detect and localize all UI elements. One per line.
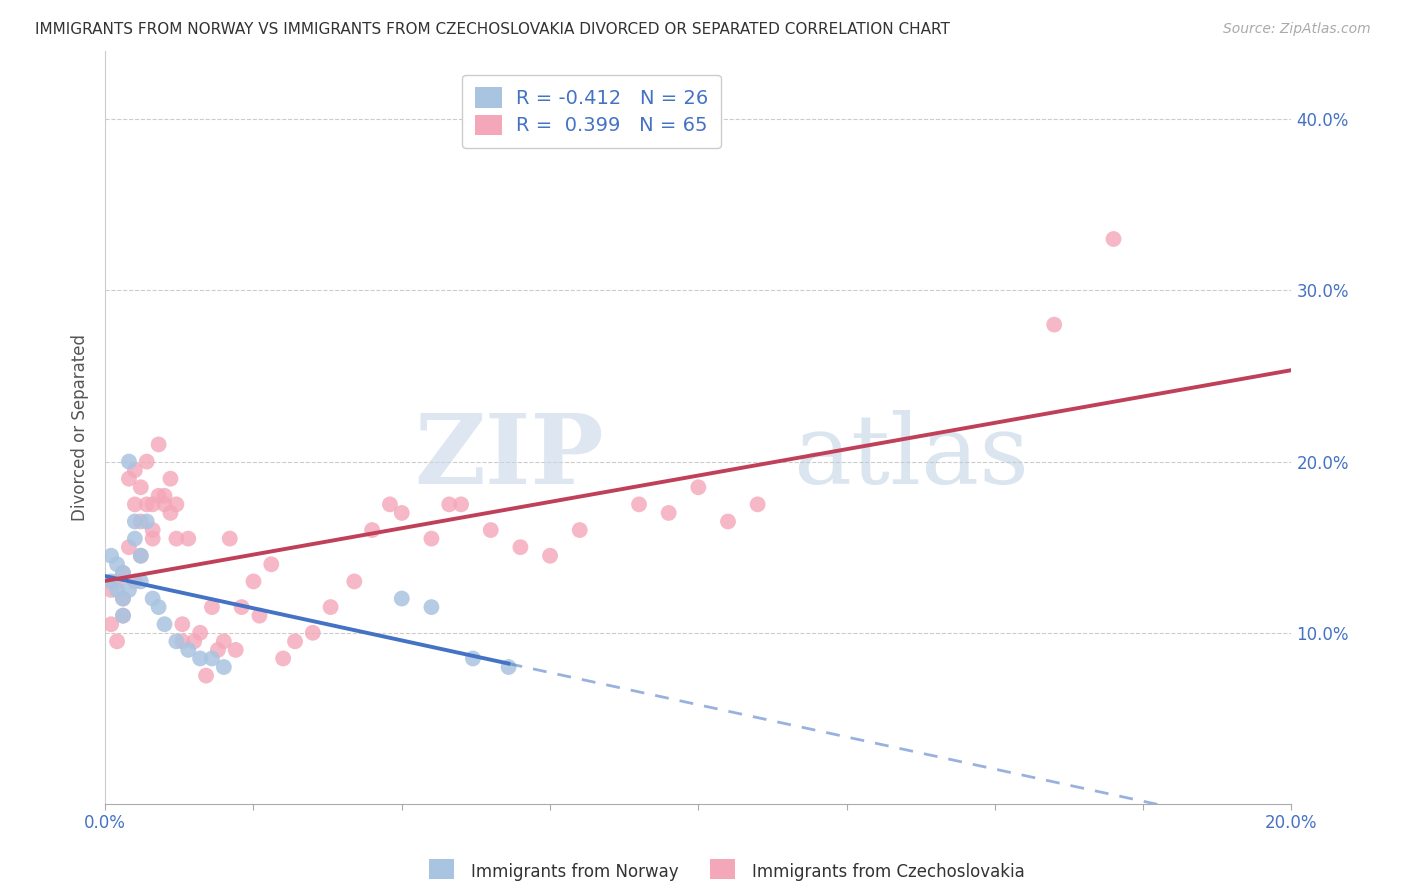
Point (124, 515, 146, 529)
Point (105, 582, 128, 597)
Point (129, 480, 152, 494)
Point (100, 574, 122, 589)
Point (153, 617, 176, 632)
Point (212, 660, 235, 674)
Point (361, 523, 384, 537)
Legend: R = -0.412   N = 26, R =  0.399   N = 65: R = -0.412 N = 26, R = 0.399 N = 65 (463, 75, 721, 148)
Point (218, 532, 240, 546)
Point (142, 523, 165, 537)
Point (172, 617, 194, 632)
Point (249, 608, 271, 623)
Point (188, 651, 211, 665)
Point (284, 634, 307, 648)
Point (461, 651, 484, 665)
Text: Immigrants from Czechoslovakia: Immigrants from Czechoslovakia (752, 863, 1025, 881)
Point (188, 625, 211, 640)
Text: IMMIGRANTS FROM NORWAY VS IMMIGRANTS FROM CZECHOSLOVAKIA DIVORCED OR SEPARATED C: IMMIGRANTS FROM NORWAY VS IMMIGRANTS FRO… (35, 22, 950, 37)
Point (118, 540, 141, 554)
Point (129, 549, 152, 563)
Point (201, 600, 224, 615)
Point (100, 582, 122, 597)
Point (658, 506, 681, 520)
Point (129, 574, 152, 589)
Point (105, 634, 128, 648)
Point (100, 617, 122, 632)
Point (111, 608, 134, 623)
Point (153, 497, 176, 511)
Point (105, 558, 128, 572)
Point (105, 574, 128, 589)
Point (124, 497, 146, 511)
Point (129, 549, 152, 563)
Text: Immigrants from Norway: Immigrants from Norway (471, 863, 679, 881)
Point (439, 497, 461, 511)
Text: ZIP: ZIP (413, 410, 603, 505)
Point (148, 437, 170, 451)
Point (1102, 232, 1125, 246)
Point (135, 497, 157, 511)
Point (148, 600, 170, 615)
Point (135, 454, 157, 468)
Point (124, 574, 146, 589)
Point (111, 608, 134, 623)
Point (177, 532, 200, 546)
Point (118, 472, 141, 486)
Point (100, 549, 122, 563)
Point (177, 643, 200, 657)
Point (111, 591, 134, 606)
Point (135, 515, 157, 529)
Point (225, 643, 247, 657)
Point (165, 497, 187, 511)
Point (129, 515, 152, 529)
Point (201, 651, 224, 665)
Point (343, 574, 366, 589)
Point (118, 582, 141, 597)
Point (420, 532, 443, 546)
Point (231, 600, 253, 615)
Point (260, 558, 283, 572)
Point (111, 566, 134, 580)
Point (479, 523, 502, 537)
Point (509, 540, 531, 554)
Point (142, 497, 165, 511)
Point (568, 523, 591, 537)
Point (153, 489, 176, 503)
Point (538, 549, 561, 563)
Point (450, 497, 472, 511)
Point (212, 634, 235, 648)
Point (378, 497, 401, 511)
Text: Source: ZipAtlas.com: Source: ZipAtlas.com (1223, 22, 1371, 37)
Point (271, 651, 294, 665)
Point (118, 454, 141, 468)
Point (142, 591, 165, 606)
Point (142, 532, 165, 546)
Point (159, 472, 181, 486)
Point (301, 625, 323, 640)
Point (111, 566, 134, 580)
Point (498, 660, 520, 674)
Point (148, 489, 170, 503)
Point (391, 506, 413, 520)
Y-axis label: Divorced or Separated: Divorced or Separated (72, 334, 89, 521)
Point (319, 600, 342, 615)
Point (183, 634, 205, 648)
Point (688, 480, 710, 494)
Point (124, 463, 146, 477)
Point (159, 506, 181, 520)
Point (207, 643, 229, 657)
Point (242, 574, 264, 589)
Point (747, 497, 769, 511)
Point (717, 515, 740, 529)
Point (124, 532, 146, 546)
Text: atlas: atlas (793, 410, 1029, 505)
Point (172, 634, 194, 648)
Point (627, 497, 650, 511)
Point (165, 532, 187, 546)
Point (420, 600, 443, 615)
Point (391, 591, 413, 606)
Point (195, 668, 218, 682)
Point (165, 634, 187, 648)
Point (111, 591, 134, 606)
Point (1043, 318, 1066, 332)
